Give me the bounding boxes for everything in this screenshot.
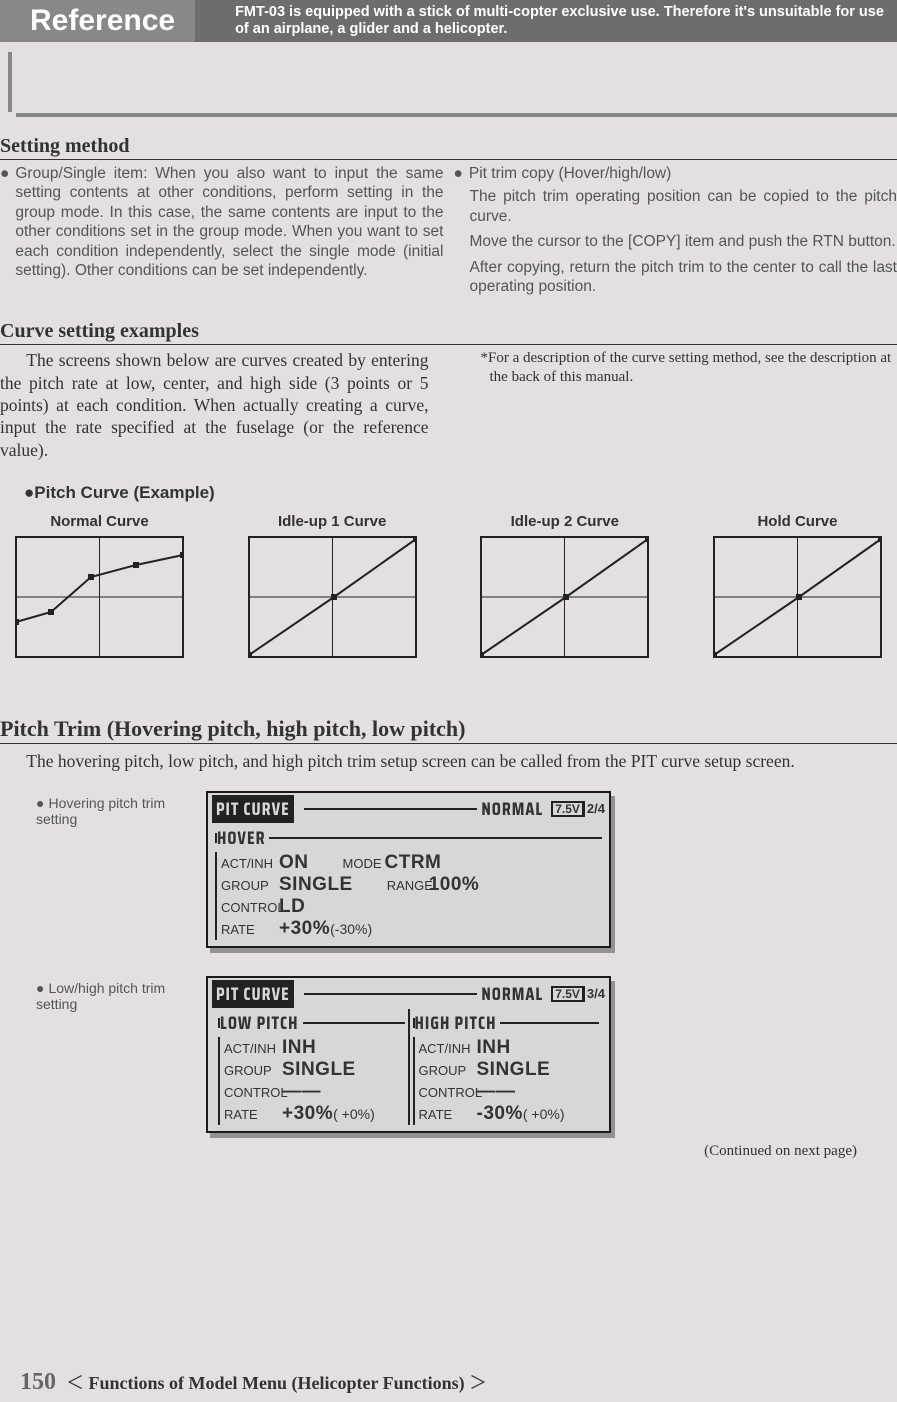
lowhigh-lcd-screen: PIT CURVE NORMAL 7.5V 3/4 LOW PITCH ACT/… — [206, 976, 611, 1133]
hover-lcd-screen: PIT CURVE NORMAL 7.5V 2/4 HOVER ACT/INHO… — [206, 791, 611, 948]
lcd-line: ACT/INHINH — [224, 1037, 405, 1059]
curve-label: Idle-up 2 Curve — [480, 513, 649, 530]
lcd-line: GROUPSINGLERANGE100% — [221, 874, 602, 896]
pitch-curve-chart: Idle-up 1 Curve — [248, 513, 417, 658]
lcd-line: RATE+30% (-30%) — [221, 918, 602, 940]
pitch-curve-example-title: ●Pitch Curve (Example) — [24, 483, 897, 503]
lcd-line: CONTROL—— — [224, 1081, 405, 1103]
lcd-line: GROUPSINGLE — [224, 1059, 405, 1081]
pitch-curve-chart: Hold Curve — [713, 513, 882, 658]
lcd-line: GROUPSINGLE — [419, 1059, 600, 1081]
hover-lcd-caption: ●Hovering pitch trim setting — [36, 791, 206, 827]
group-single-text: Group/Single item: When you also want to… — [15, 164, 443, 280]
lowhigh-lcd-caption: ●Low/high pitch trim setting — [36, 976, 206, 1012]
bullet-icon: ● — [0, 164, 15, 280]
curve-label: Normal Curve — [15, 513, 184, 530]
lcd-line: ACT/INHONMODECTRM — [221, 852, 602, 874]
battery-icon: 7.5V — [551, 986, 585, 1002]
reference-note: FMT-03 is equipped with a stick of multi… — [195, 4, 897, 37]
pit-trim-copy-p2: Move the cursor to the [COPY] item and p… — [454, 232, 897, 251]
pitch-curve-chart: Normal Curve — [15, 513, 184, 658]
bullet-icon: ● — [454, 164, 469, 183]
pit-trim-copy-title: Pit trim copy (Hover/high/low) — [469, 164, 671, 183]
curve-examples-footnote: *For a description of the curve setting … — [469, 349, 897, 387]
pit-trim-copy-p3: After copying, return the pitch trim to … — [454, 258, 897, 297]
lcd-group-low: LOW PITCH — [220, 1009, 299, 1037]
divider-block — [0, 52, 897, 117]
lcd-page-indicator: 3/4 — [587, 986, 605, 1001]
setting-method-heading: Setting method — [0, 135, 897, 160]
lcd-line: ACT/INHINH — [419, 1037, 600, 1059]
lcd-title: PIT CURVE — [212, 980, 294, 1008]
page-footer: 150 ＜ Functions of Model Menu (Helicopte… — [0, 1369, 487, 1396]
curve-label: Hold Curve — [713, 513, 882, 530]
curve-examples-heading: Curve setting examples — [0, 320, 897, 345]
reference-header-bar: Reference FMT-03 is equipped with a stic… — [0, 0, 897, 42]
pitch-curve-chart: Idle-up 2 Curve — [480, 513, 649, 658]
lcd-group-high: HIGH PITCH — [415, 1009, 497, 1037]
pitch-curve-charts-row: Normal Curve Idle-up 1 Curve Idle-up 2 Cur… — [0, 513, 897, 658]
reference-title: Reference — [0, 0, 195, 42]
pitch-trim-body: The hovering pitch, low pitch, and high … — [0, 750, 897, 772]
pitch-trim-heading: Pitch Trim (Hovering pitch, high pitch, … — [0, 716, 897, 744]
lcd-line: CONTROL—— — [419, 1081, 600, 1103]
page-number: 150 — [20, 1369, 56, 1396]
lcd-line: RATE+30% ( +0%) — [224, 1103, 405, 1125]
lcd-status: NORMAL — [481, 980, 543, 1008]
footer-text: Functions of Model Menu (Helicopter Func… — [89, 1373, 465, 1393]
curve-examples-body: The screens shown below are curves creat… — [0, 349, 429, 461]
lcd-group-hover: HOVER — [217, 824, 265, 852]
pit-trim-copy-p1: The pitch trim operating position can be… — [454, 187, 897, 226]
lcd-line: RATE-30% ( +0%) — [419, 1103, 600, 1125]
battery-icon: 7.5V — [551, 801, 585, 817]
curve-label: Idle-up 1 Curve — [248, 513, 417, 530]
lcd-title: PIT CURVE — [212, 795, 294, 823]
lcd-line: CONTROLLD — [221, 896, 602, 918]
lcd-page-indicator: 2/4 — [587, 801, 605, 816]
lcd-status: NORMAL — [481, 795, 543, 823]
continued-note: (Continued on next page) — [0, 1143, 857, 1160]
